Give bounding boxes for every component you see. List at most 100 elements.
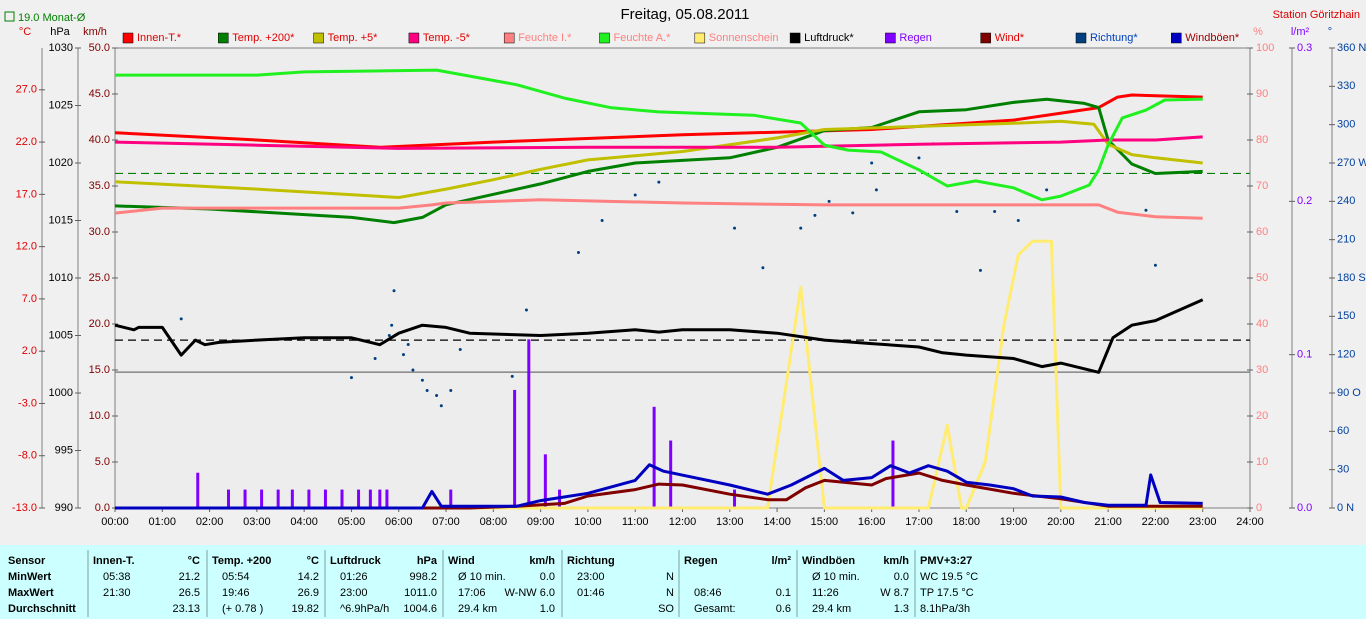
y-tick-label: 210 (1337, 234, 1355, 246)
y-tick-label: 360 N (1337, 42, 1366, 54)
y-tick-label: 0.2 (1297, 195, 1312, 207)
y-tick-label: 1015 (49, 214, 73, 226)
y-tick-label: 40.0 (89, 134, 110, 146)
y-tick-label: 150 (1337, 310, 1355, 322)
y-tick-label: 90 (1256, 88, 1268, 100)
direction-dot (813, 213, 817, 217)
legend-swatch (218, 32, 229, 44)
stats-background (0, 545, 1366, 619)
y-tick-label: 1000 (49, 387, 73, 399)
table-corner: Sensor (8, 555, 46, 567)
y-tick-label: 70 (1256, 180, 1268, 192)
direction-dot (874, 188, 878, 192)
y-tick-label: 1005 (49, 329, 73, 341)
y-tick-label: 180 S (1337, 272, 1366, 284)
y-tick-label: 0.0 (95, 502, 110, 514)
cell-time: 21:30 (103, 587, 131, 599)
rain-bar (196, 472, 200, 508)
cell-time: Ø 10 min. (812, 571, 860, 583)
axis-unit: l/m² (1291, 26, 1310, 38)
rain-bar (378, 489, 382, 508)
direction-dot (827, 199, 831, 203)
x-tick-label: 01:00 (149, 516, 177, 528)
direction-dot (1153, 263, 1157, 267)
cell-value: 0.0 (894, 571, 909, 583)
y-tick-label: 1025 (49, 99, 73, 111)
direction-dot (799, 226, 803, 230)
cell-value: 0.0 (540, 571, 555, 583)
y-tick-label: 7.0 (22, 293, 37, 305)
rain-bar (323, 489, 327, 508)
y-tick-label: 12.0 (16, 241, 37, 253)
rain-bar (260, 489, 264, 508)
rain-bar (368, 489, 372, 508)
direction-dot (387, 334, 391, 337)
legend-label: Regen (899, 32, 931, 44)
direction-dot (870, 161, 874, 165)
x-tick-label: 22:00 (1142, 516, 1170, 528)
axis-unit: °C (19, 26, 31, 38)
direction-dot (1016, 219, 1020, 222)
legend-swatch (1171, 32, 1182, 44)
y-tick-label: 20.0 (89, 318, 110, 330)
cell: WC 19.5 °C (920, 571, 978, 583)
legend-swatch (1075, 32, 1087, 44)
rain-bar (276, 489, 280, 508)
y-tick-label: 80 (1256, 134, 1268, 146)
y-tick-label: 300 (1337, 119, 1355, 131)
cell-time: 29.4 km (458, 603, 497, 615)
rain-bar (227, 489, 230, 508)
column-unit: km/h (883, 555, 909, 567)
direction-dot (993, 210, 997, 214)
cell-time: Gesamt: (694, 603, 736, 615)
cell-time: 23:00 (340, 587, 368, 599)
y-tick-label: 1030 (49, 42, 73, 54)
y-tick-label: -8.0 (18, 450, 37, 462)
y-tick-label: 0.3 (1297, 42, 1312, 54)
column-unit: l/m² (771, 555, 791, 567)
y-tick-label: 30.0 (89, 226, 110, 238)
y-tick-label: 50 (1256, 272, 1268, 284)
column-header: PMV+3:27 (920, 555, 972, 567)
y-tick-label: 20 (1256, 410, 1268, 422)
y-tick-label: 5.0 (95, 456, 110, 468)
direction-dot (425, 388, 429, 392)
y-tick-label: 0 N (1337, 502, 1354, 514)
x-tick-label: 06:00 (385, 516, 413, 528)
cell-value: 14.2 (298, 571, 319, 583)
legend-swatch (503, 32, 515, 44)
column-header: Wind (448, 555, 475, 567)
cell-time: 29.4 km (812, 603, 851, 615)
rain-bar (449, 489, 453, 508)
y-tick-label: 990 (55, 502, 73, 514)
cell-time: 05:38 (103, 571, 131, 583)
direction-dot (439, 404, 443, 408)
direction-dot (657, 180, 661, 184)
y-tick-label: 10.0 (89, 410, 110, 422)
y-tick-label: 330 (1337, 80, 1355, 92)
legend-label: Temp. -5* (423, 32, 471, 44)
axis-unit: km/h (83, 26, 107, 38)
x-tick-label: 14:00 (763, 516, 791, 528)
x-tick-label: 09:00 (527, 516, 555, 528)
series-line (114, 135, 1203, 150)
column-header: Temp. +200 (212, 555, 271, 567)
column-header: Innen-T. (93, 555, 135, 567)
y-tick-label: 240 (1337, 195, 1355, 207)
y-tick-label: 25.0 (89, 272, 110, 284)
cell-time: ^6.9hPa/h (340, 603, 389, 615)
column-header: Windböen (802, 555, 855, 567)
x-tick-label: 07:00 (432, 516, 460, 528)
station-name: Station Göritzhain (1273, 9, 1360, 21)
y-tick-label: 45.0 (89, 88, 110, 100)
direction-dot (349, 376, 353, 380)
direction-dot (917, 156, 921, 160)
x-tick-label: 24:00 (1236, 516, 1264, 528)
axis-unit: hPa (50, 26, 70, 38)
direction-dot (392, 289, 396, 293)
y-tick-label: 1020 (49, 157, 73, 169)
y-tick-label: 40 (1256, 318, 1268, 330)
y-tick-label: 60 (1256, 226, 1268, 238)
direction-dot (179, 317, 183, 321)
legend-label: Temp. +5* (328, 32, 379, 44)
